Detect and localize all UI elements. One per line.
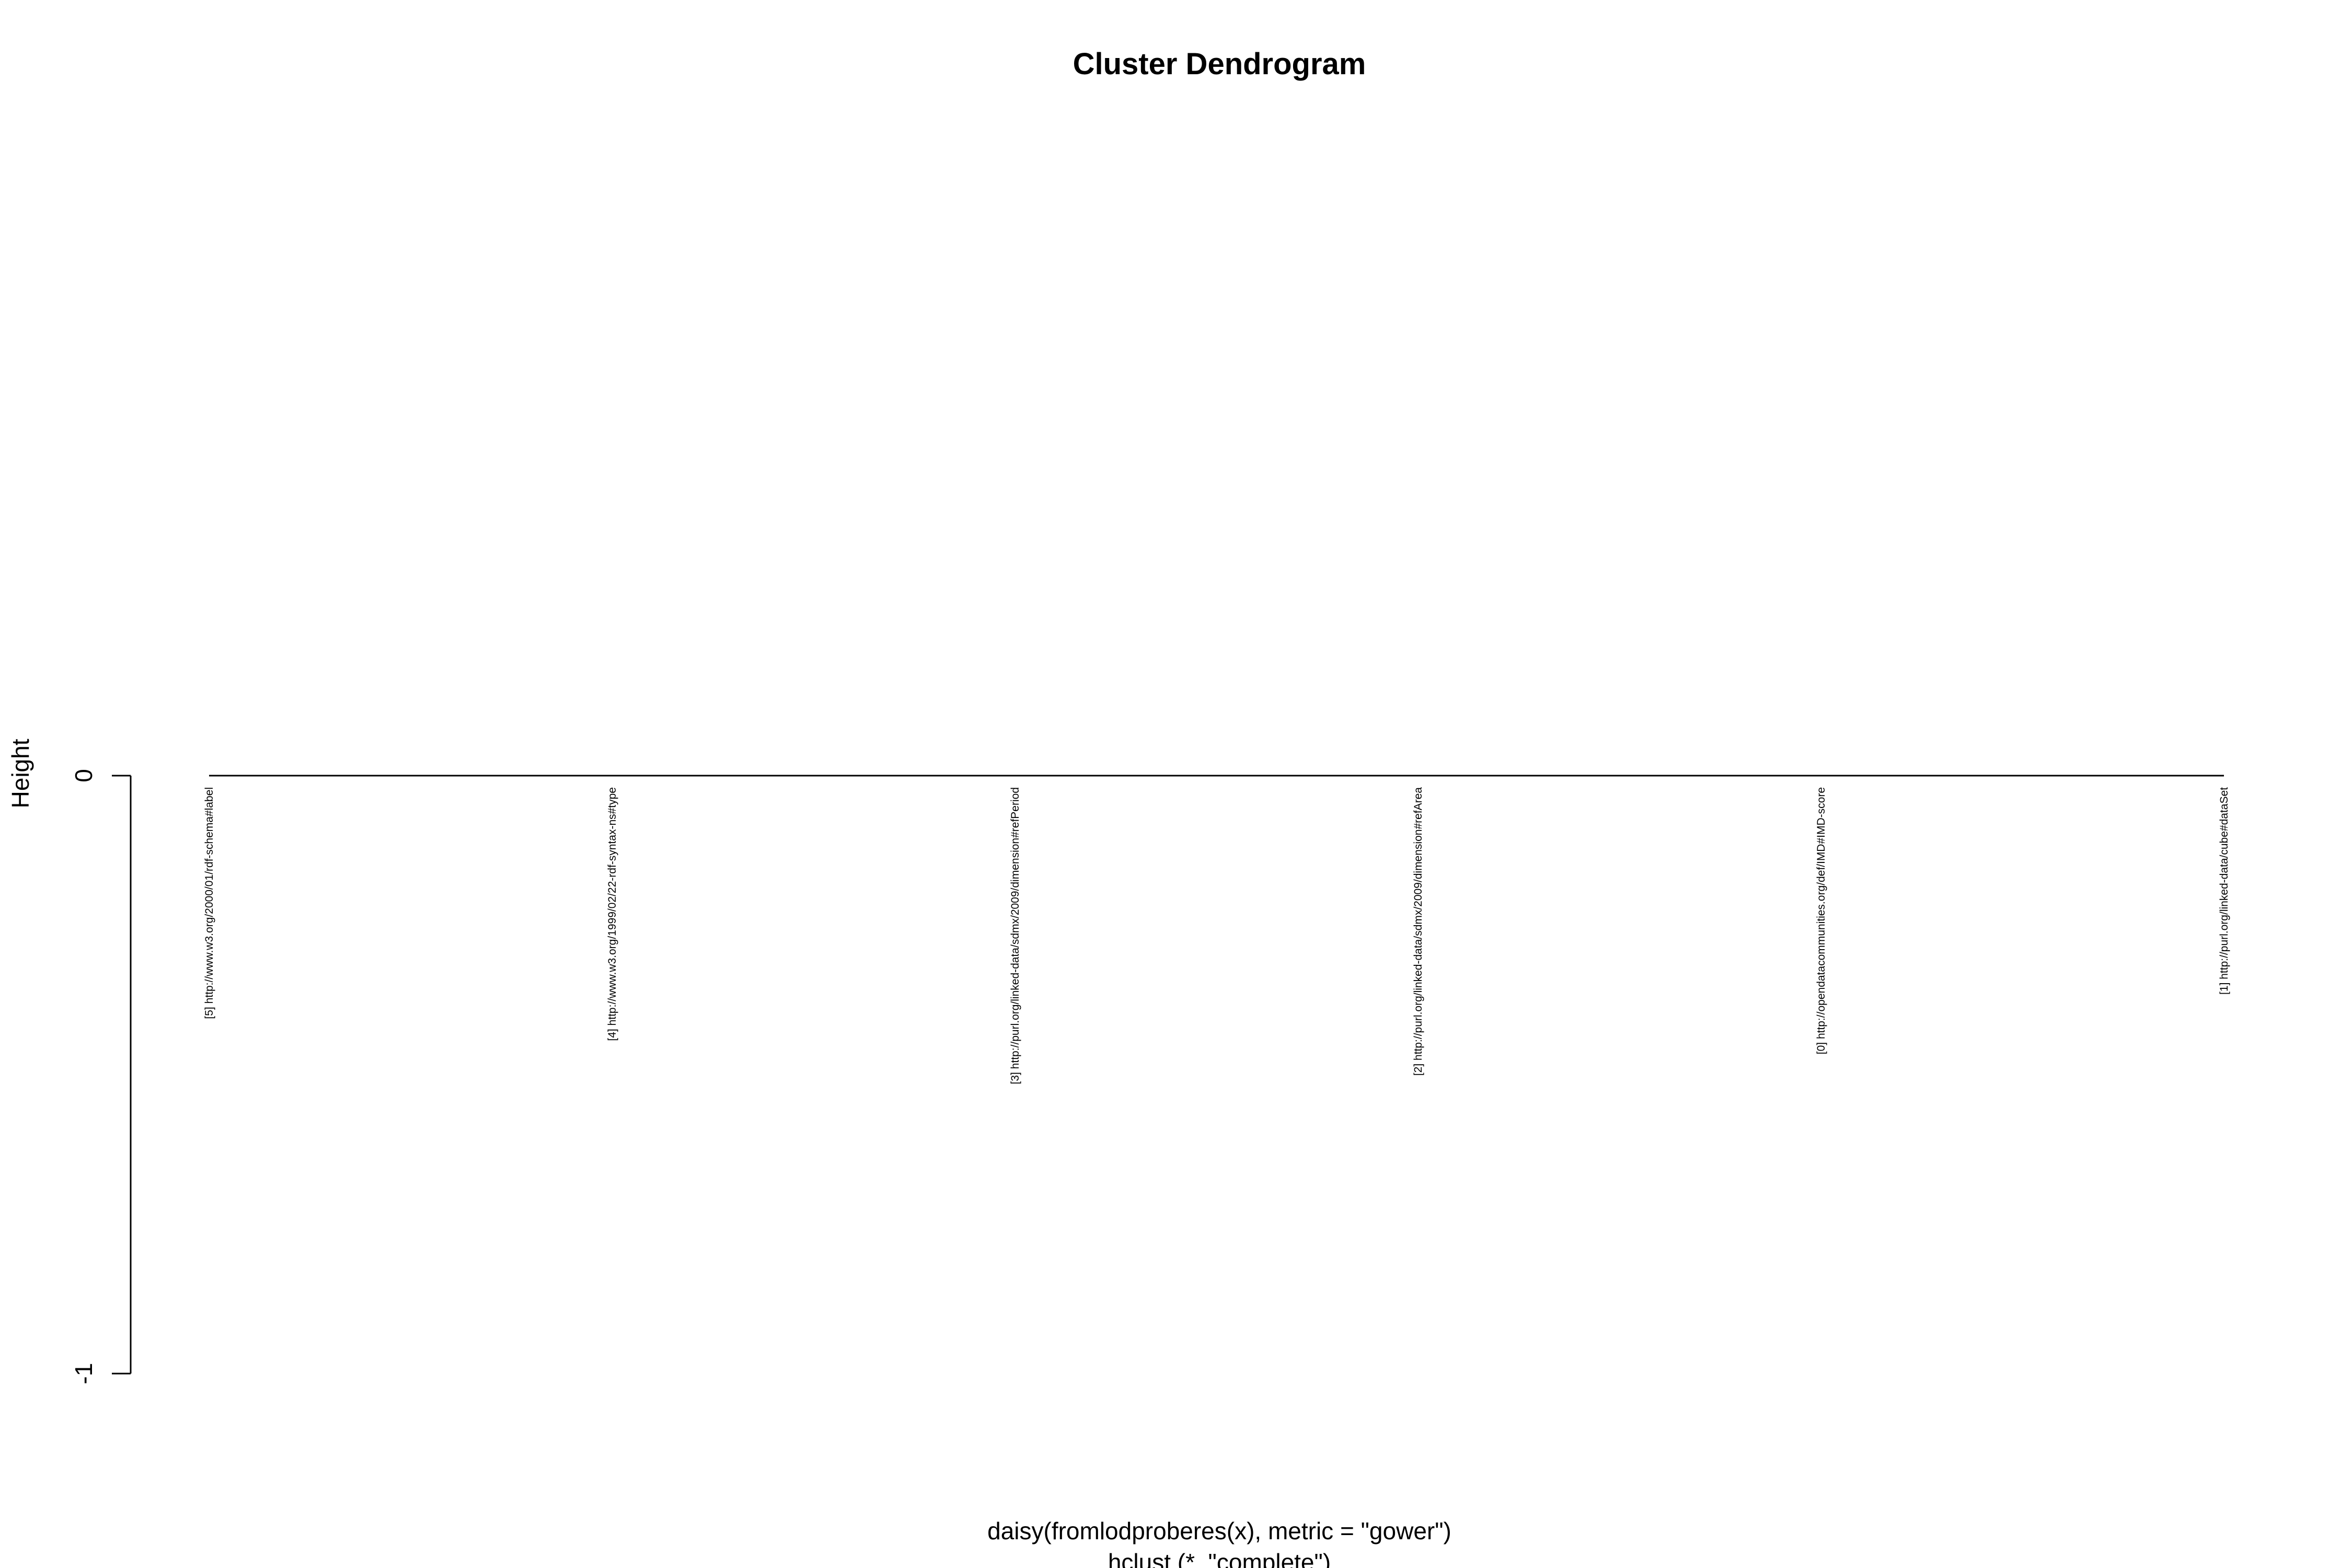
leaf-labels: [5] http://www.w3.org/2000/01/rdf-schema… bbox=[203, 787, 2230, 1085]
y-tick-label: 0 bbox=[70, 769, 97, 782]
y-axis: 0 -1 bbox=[70, 769, 131, 1384]
leaf-label: [3] http://purl.org/linked-data/sdmx/200… bbox=[1009, 787, 1021, 1085]
y-tick-label: -1 bbox=[70, 1363, 97, 1385]
chart-title: Cluster Dendrogram bbox=[1073, 47, 1366, 81]
leaf-label: [4] http://www.w3.org/1999/02/22-rdf-syn… bbox=[606, 787, 618, 1041]
y-axis-title: Height bbox=[7, 739, 34, 808]
x-axis-title: daisy(fromlodproberes(x), metric = "gowe… bbox=[987, 1517, 1451, 1544]
leaf-label: [5] http://www.w3.org/2000/01/rdf-schema… bbox=[203, 787, 215, 1019]
leaf-label: [0] http://opendatacommunities.org/def/I… bbox=[1815, 787, 1827, 1054]
leaf-label: [1] http://purl.org/linked-data/cube#dat… bbox=[2218, 787, 2230, 995]
leaf-label: [2] http://purl.org/linked-data/sdmx/200… bbox=[1412, 787, 1424, 1076]
method-subtitle: hclust (*, "complete") bbox=[1108, 1549, 1331, 1568]
